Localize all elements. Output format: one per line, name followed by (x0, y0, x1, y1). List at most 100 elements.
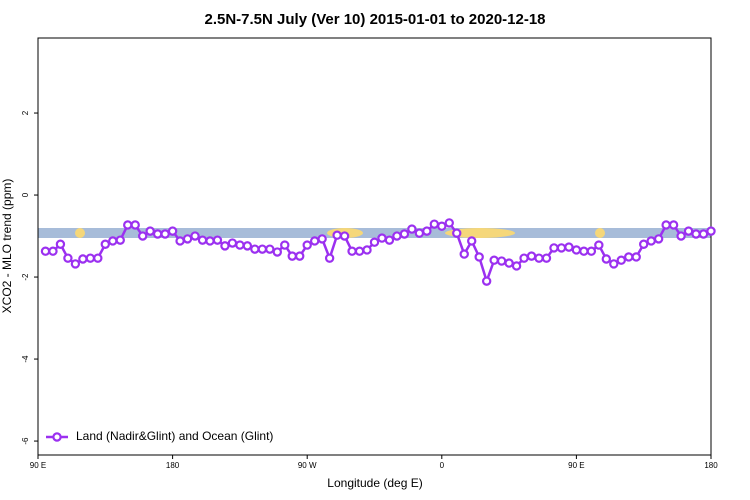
data-point (392, 231, 402, 241)
data-point (295, 251, 305, 261)
data-point (100, 239, 111, 249)
data-point (579, 246, 589, 256)
data-point (257, 244, 268, 254)
data-point (265, 244, 275, 254)
x-tick-label: 180 (166, 461, 180, 470)
data-point (653, 234, 664, 244)
data-point (227, 238, 238, 248)
data-point (564, 242, 574, 252)
data-point (78, 254, 88, 264)
data-point (339, 231, 350, 241)
data-point (601, 254, 612, 264)
data-point (481, 276, 492, 286)
data-point (130, 220, 140, 230)
data-point (182, 234, 193, 244)
data-point (48, 246, 58, 256)
data-point (145, 226, 155, 236)
data-point (40, 246, 51, 256)
data-point (459, 249, 469, 259)
land-patch (75, 228, 85, 238)
data-point (272, 247, 282, 257)
y-tick-label: -2 (21, 273, 30, 281)
data-point (93, 253, 103, 263)
data-point (437, 221, 447, 231)
data-point (624, 252, 634, 262)
y-tick-label: 2 (21, 110, 30, 115)
data-point (706, 226, 716, 236)
data-point (661, 220, 671, 230)
data-point (384, 235, 395, 245)
data-point (250, 244, 260, 254)
data-point (407, 224, 417, 234)
data-point (354, 246, 365, 256)
data-point (242, 241, 253, 251)
y-axis-label: XCO2 - MLO trend (ppm) (0, 179, 14, 314)
data-point (534, 253, 544, 263)
y-tick-label: -4 (21, 355, 30, 363)
data-point (594, 240, 604, 250)
legend-marker (52, 432, 62, 442)
data-point (287, 251, 297, 261)
data-point (302, 240, 312, 250)
data-point (362, 245, 372, 255)
land-patch (595, 228, 605, 238)
data-point (175, 236, 185, 246)
data-point (55, 239, 66, 249)
data-point (414, 228, 425, 238)
data-point (519, 253, 529, 263)
x-tick-label: 0 (440, 461, 445, 470)
data-point (609, 259, 619, 269)
data-point (616, 255, 626, 265)
data-point (377, 233, 387, 243)
data-point (108, 236, 118, 246)
data-point (167, 226, 178, 236)
data-point (556, 243, 567, 253)
chart-title: 2.5N-7.5N July (Ver 10) 2015-01-01 to 20… (204, 11, 545, 28)
data-point (504, 258, 514, 268)
data-point (467, 236, 477, 246)
data-point (639, 239, 649, 249)
data-point (347, 246, 357, 256)
data-point (235, 240, 245, 250)
data-point (683, 226, 694, 236)
data-point (429, 219, 440, 229)
data-point (489, 255, 499, 265)
plot-frame (37, 37, 712, 456)
x-tick-label: 90 W (298, 461, 317, 470)
data-point (422, 226, 432, 236)
data-point (220, 241, 230, 251)
data-point (309, 236, 320, 246)
data-point (496, 256, 507, 266)
data-point (152, 229, 163, 239)
data-point (317, 234, 327, 244)
y-tick-label: -6 (21, 437, 30, 445)
data-point (399, 229, 410, 239)
x-tick-label: 180 (704, 461, 718, 470)
data-point (280, 240, 290, 250)
data-point (197, 235, 208, 245)
x-tick-label: 90 E (568, 461, 584, 470)
data-point (160, 229, 170, 239)
surface-band (38, 228, 711, 238)
data-point (526, 251, 537, 261)
data-point (444, 218, 454, 228)
y-tick-label: 0 (21, 192, 30, 197)
data-point (541, 253, 552, 263)
data-point (452, 228, 462, 238)
data-point (123, 220, 133, 230)
data-point (115, 235, 125, 245)
data-point (511, 261, 522, 271)
x-axis-label: Longitude (deg E) (327, 476, 422, 490)
data-point (668, 220, 679, 230)
legend-label: Land (Nadir&Glint) and Ocean (Glint) (76, 429, 273, 443)
data-point (324, 253, 335, 263)
data-point (137, 231, 148, 241)
data-point (646, 236, 656, 246)
data-point (549, 243, 559, 253)
data-point (691, 229, 701, 239)
x-tick-label: 90 E (30, 461, 46, 470)
data-point (369, 237, 380, 247)
data-point (571, 245, 582, 255)
data-point (332, 230, 342, 240)
